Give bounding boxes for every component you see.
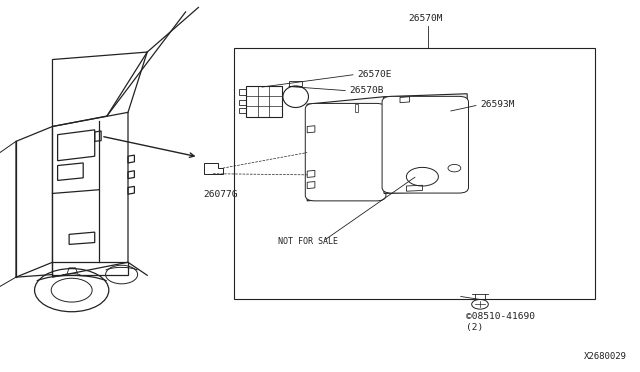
FancyBboxPatch shape <box>305 103 386 201</box>
Text: 26593M: 26593M <box>480 100 515 109</box>
Text: 26570E: 26570E <box>357 70 392 79</box>
Bar <box>234 48 595 299</box>
Text: ©08510-41690
(2): ©08510-41690 (2) <box>466 312 535 332</box>
FancyBboxPatch shape <box>382 96 468 193</box>
Polygon shape <box>307 97 384 201</box>
Text: 26570B: 26570B <box>349 86 384 95</box>
Text: 26077G: 26077G <box>204 190 238 199</box>
Text: NOT FOR SALE: NOT FOR SALE <box>278 237 339 246</box>
Polygon shape <box>384 94 467 193</box>
Text: 26570M: 26570M <box>408 14 443 23</box>
Text: X2680029: X2680029 <box>584 352 627 361</box>
